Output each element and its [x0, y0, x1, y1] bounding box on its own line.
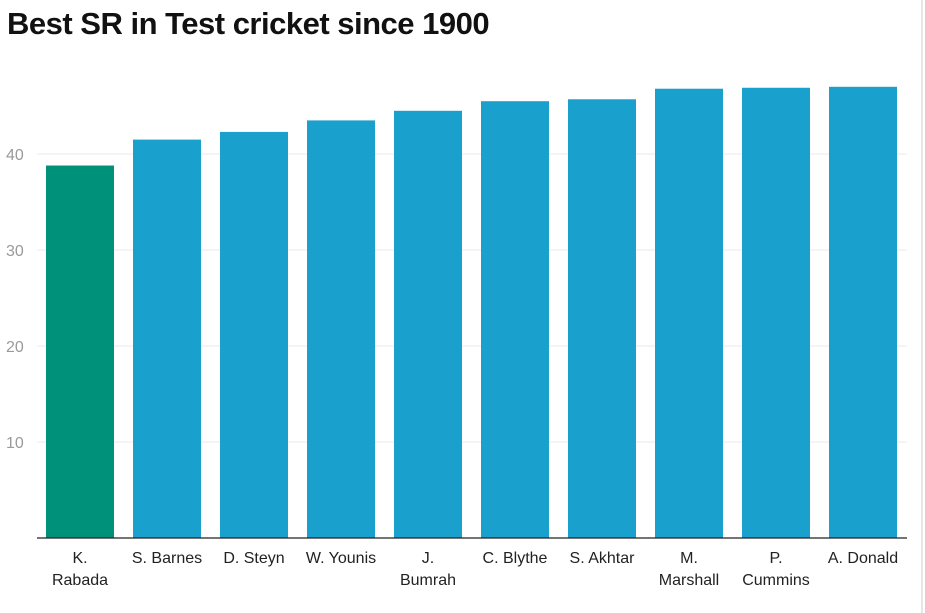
x-category-label-line: Marshall [659, 572, 719, 589]
x-category-label-line: S. Akhtar [570, 550, 636, 567]
bars [46, 86, 897, 539]
bar-s-akhtar [568, 99, 636, 538]
x-category-label-line: K. [72, 550, 87, 567]
bar-p-cummins [742, 87, 810, 538]
x-category-label-line: Rabada [52, 572, 108, 589]
bar-c-blythe [481, 101, 549, 538]
x-category-label: M. Marshall [659, 550, 719, 589]
x-category-label: S. Barnes [132, 550, 202, 567]
x-category-label-line: W. Younis [306, 550, 376, 567]
bar-m-marshall [655, 88, 723, 538]
x-category-label-line: A. Donald [828, 550, 898, 567]
x-category-label: W. Younis [306, 550, 376, 567]
y-tick-label-10: 10 [6, 435, 24, 452]
x-category-label: P. Cummins [742, 550, 810, 589]
y-tick-label-30: 30 [6, 243, 24, 260]
bar-j-bumrah [394, 110, 462, 539]
x-category-label: K. Rabada [52, 550, 108, 589]
x-category-label: J. Bumrah [400, 550, 456, 589]
x-category-label-line: S. Barnes [132, 550, 202, 567]
bar-d-steyn [220, 131, 288, 539]
chart-title: Best SR in Test cricket since 1900 [7, 6, 490, 41]
bar-w-younis [307, 120, 375, 539]
x-category-label-line: J. [422, 550, 434, 567]
x-category-label-line: M. [680, 550, 698, 567]
x-category-label-line: D. Steyn [223, 550, 284, 567]
x-category-label: D. Steyn [223, 550, 284, 567]
y-tick-label-20: 20 [6, 339, 24, 356]
x-category-label-line: Cummins [742, 572, 810, 589]
x-category-label: C. Blythe [483, 550, 548, 567]
x-category-label-line: Bumrah [400, 572, 456, 589]
x-category-label: A. Donald [828, 550, 898, 567]
right-border [921, 0, 923, 613]
bar-a-donald [829, 86, 897, 539]
bar-s-barnes [133, 139, 201, 538]
y-axis-tick-labels: 10 20 30 40 [6, 147, 24, 452]
x-category-label-line: C. Blythe [483, 550, 548, 567]
x-axis-category-labels: K. Rabada S. Barnes D. Steyn W. Younis J. Bumr… [52, 550, 898, 589]
x-category-label-line: P. [769, 550, 782, 567]
x-category-label: S. Akhtar [570, 550, 636, 567]
bar-k-rabada [46, 165, 114, 538]
y-tick-label-40: 40 [6, 147, 24, 164]
